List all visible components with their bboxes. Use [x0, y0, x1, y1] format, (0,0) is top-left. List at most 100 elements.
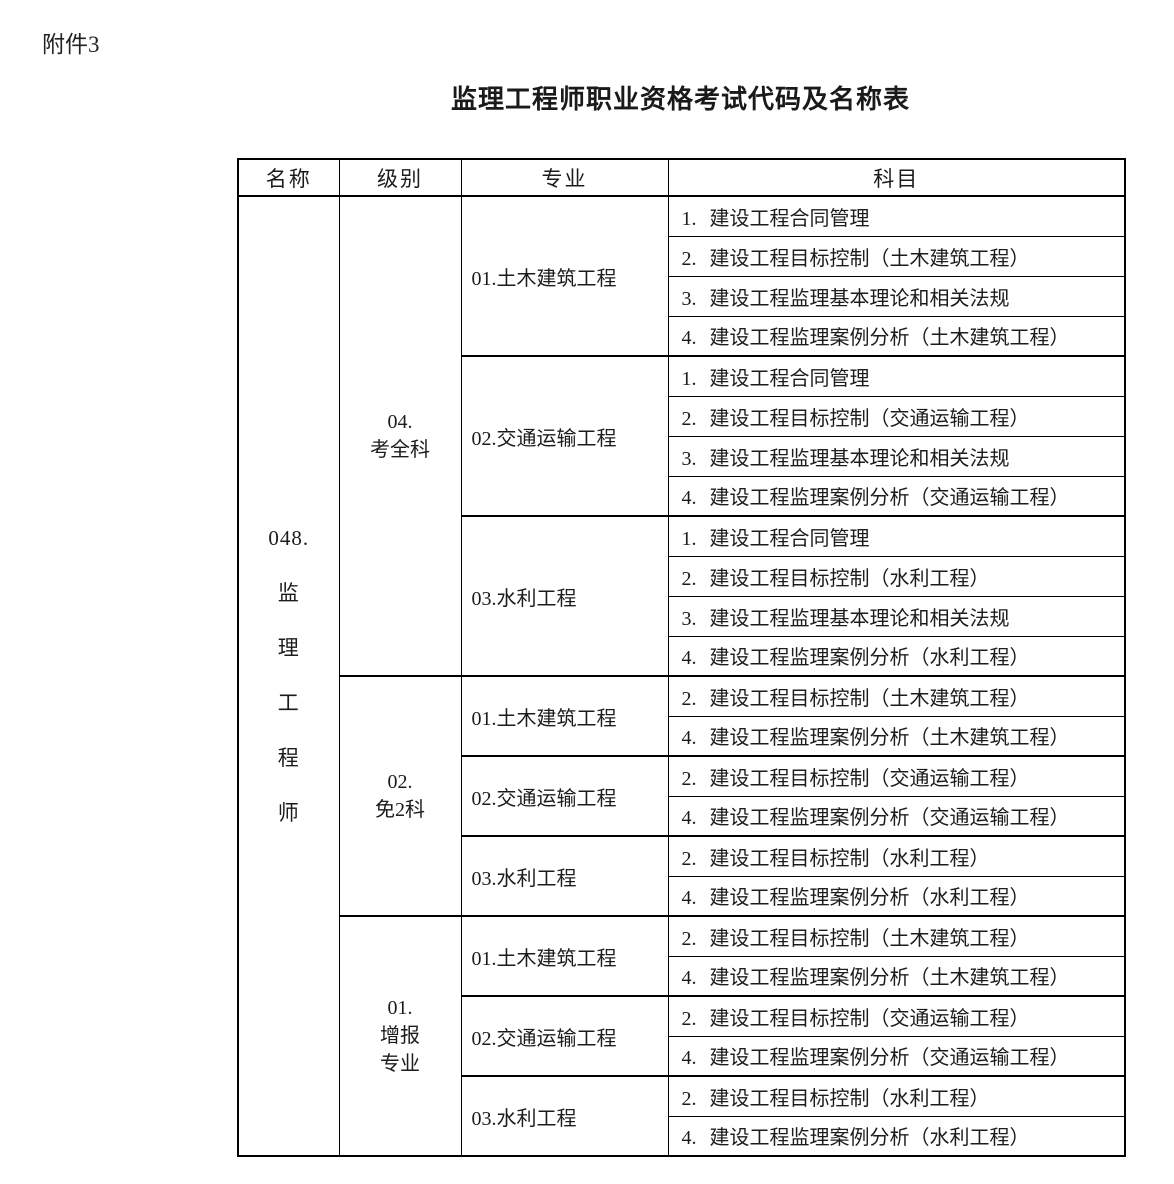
name-line: 监 — [277, 581, 300, 605]
major-label: 01.土木建筑工程 — [471, 947, 617, 970]
table-row: 4. 建设工程监理案例分析（土木建筑工程） — [238, 315, 1126, 357]
subject-title: 建设工程监理案例分析（交通运输工程） — [709, 487, 1070, 510]
level-line: 考全科 — [370, 439, 430, 461]
table-row: 03.水利工程 2. 建设工程目标控制（水利工程） — [238, 1075, 1126, 1157]
subject-cell: 2. 建设工程目标控制（水利工程） — [667, 1075, 1126, 1117]
table-row: 2. 建设工程目标控制（土木建筑工程） — [238, 235, 1126, 277]
name-line: 048. — [268, 526, 310, 550]
subject-cell: 4. 建设工程监理案例分析（水利工程） — [667, 875, 1126, 917]
table-row: 02. 免2科 01.土木建筑工程 2. 建设工程目标控制（土木建筑工程） — [238, 675, 1126, 917]
subject-cell: 2. 建设工程目标控制（交通运输工程） — [667, 995, 1126, 1037]
subject-number: 2. — [681, 767, 697, 790]
subject-cell: 4. 建设工程监理案例分析（交通运输工程） — [667, 795, 1126, 837]
major-cell: 01.土木建筑工程 — [460, 195, 669, 357]
table-row: 2. 建设工程目标控制（交通运输工程） — [238, 395, 1126, 437]
subject-number: 2. — [681, 927, 697, 950]
subject-number: 2. — [681, 687, 697, 710]
major-label: 03.水利工程 — [471, 1107, 577, 1130]
subject-number: 2. — [681, 407, 697, 430]
level-line: 02. — [387, 771, 413, 793]
subject-number: 3. — [681, 287, 697, 310]
table-header-row: 名称 级别 专业 科目 — [237, 158, 1126, 197]
subject-cell: 2. 建设工程目标控制（水利工程） — [667, 555, 1126, 597]
major-cell: 02.交通运输工程 — [460, 355, 669, 517]
subject-cell: 3. 建设工程监理基本理论和相关法规 — [667, 595, 1126, 637]
major-cell: 02.交通运输工程 — [460, 995, 669, 1077]
table-row: 02.交通运输工程 2. 建设工程目标控制（交通运输工程） — [238, 995, 1126, 1077]
subject-title: 建设工程目标控制（交通运输工程） — [709, 1007, 1030, 1030]
name-line: 工 — [277, 691, 300, 715]
major-label: 03.水利工程 — [471, 587, 577, 610]
subject-cell: 3. 建设工程监理基本理论和相关法规 — [667, 435, 1126, 477]
subject-title: 建设工程合同管理 — [709, 527, 870, 550]
table-row: 3. 建设工程监理基本理论和相关法规 — [238, 435, 1126, 477]
subject-title: 建设工程监理案例分析（土木建筑工程） — [709, 967, 1070, 990]
major-label: 03.水利工程 — [471, 867, 577, 890]
major-cell: 03.水利工程 — [460, 515, 669, 677]
table-row: 2. 建设工程目标控制（水利工程） — [238, 555, 1126, 597]
subject-cell: 2. 建设工程目标控制（土木建筑工程） — [667, 235, 1126, 277]
subject-number: 1. — [681, 367, 697, 390]
subject-title: 建设工程监理案例分析（交通运输工程） — [709, 807, 1070, 830]
subject-title: 建设工程合同管理 — [709, 367, 870, 390]
level-line: 04. — [387, 411, 413, 433]
subject-cell: 3. 建设工程监理基本理论和相关法规 — [667, 275, 1126, 317]
subject-cell: 2. 建设工程目标控制（水利工程） — [667, 835, 1126, 877]
subject-number: 4. — [681, 807, 697, 830]
level-cell-04: 04. 考全科 — [338, 195, 462, 677]
table-row: 048. 监 理 工 程 师 04. 考全科 01.土木建筑工程 1. 建设工程合… — [237, 195, 1126, 1157]
table-row: 4. 建设工程监理案例分析（土木建筑工程） — [238, 955, 1126, 997]
subject-number: 2. — [681, 1087, 697, 1110]
major-label: 02.交通运输工程 — [471, 427, 617, 450]
table-row: 4. 建设工程监理案例分析（交通运输工程） — [238, 475, 1126, 517]
header-cell-level: 级别 — [338, 158, 462, 197]
table-row: 02.交通运输工程 2. 建设工程目标控制（交通运输工程） — [238, 755, 1126, 837]
table-row: 02.交通运输工程 1. 建设工程合同管理 — [238, 355, 1126, 517]
header-cell-subject: 科目 — [667, 158, 1126, 197]
subject-number: 3. — [681, 447, 697, 470]
page-title: 监理工程师职业资格考试代码及名称表 — [450, 85, 910, 114]
major-cell: 03.水利工程 — [460, 1075, 669, 1157]
subject-title: 建设工程监理案例分析（水利工程） — [709, 887, 1030, 910]
subject-number: 4. — [681, 1127, 697, 1150]
level-cell-01: 01. 增报 专业 — [338, 915, 462, 1157]
table-row: 3. 建设工程监理基本理论和相关法规 — [238, 595, 1126, 637]
subject-cell: 2. 建设工程目标控制（交通运输工程） — [667, 755, 1126, 797]
subject-title: 建设工程目标控制（水利工程） — [709, 567, 990, 590]
subject-title: 建设工程监理基本理论和相关法规 — [709, 607, 1010, 630]
subject-title: 建设工程监理案例分析（土木建筑工程） — [709, 727, 1070, 750]
major-label: 01.土木建筑工程 — [471, 267, 617, 290]
name-line: 程 — [277, 746, 300, 770]
table-row: 03.水利工程 2. 建设工程目标控制（水利工程） — [238, 835, 1126, 917]
subject-number: 4. — [681, 327, 697, 350]
subject-number: 1. — [681, 207, 697, 230]
subject-number: 2. — [681, 247, 697, 270]
major-cell: 01.土木建筑工程 — [460, 675, 669, 757]
subject-number: 4. — [681, 1047, 697, 1070]
level-cell-02: 02. 免2科 — [338, 675, 462, 917]
subject-cell: 4. 建设工程监理案例分析（土木建筑工程） — [667, 955, 1126, 997]
table-row: 4. 建设工程监理案例分析（土木建筑工程） — [238, 715, 1126, 757]
subject-cell: 4. 建设工程监理案例分析（交通运输工程） — [667, 475, 1126, 517]
major-cell: 01.土木建筑工程 — [460, 915, 669, 997]
table-row: 4. 建设工程监理案例分析（水利工程） — [238, 1115, 1126, 1157]
subject-title: 建设工程监理案例分析（水利工程） — [709, 647, 1030, 670]
major-label: 02.交通运输工程 — [471, 787, 617, 810]
subject-title: 建设工程监理基本理论和相关法规 — [709, 447, 1010, 470]
subject-cell: 1. 建设工程合同管理 — [667, 355, 1126, 397]
major-label: 02.交通运输工程 — [471, 1027, 617, 1050]
subject-title: 建设工程目标控制（土木建筑工程） — [709, 247, 1030, 270]
header-cell-name: 名称 — [237, 158, 340, 197]
subject-title: 建设工程监理基本理论和相关法规 — [709, 287, 1010, 310]
subject-title: 建设工程目标控制（水利工程） — [709, 847, 990, 870]
level-line: 免2科 — [375, 799, 425, 821]
subject-title: 建设工程目标控制（土木建筑工程） — [709, 687, 1030, 710]
subject-number: 2. — [681, 567, 697, 590]
major-cell: 02.交通运输工程 — [460, 755, 669, 837]
subject-title: 建设工程监理案例分析（土木建筑工程） — [709, 327, 1070, 350]
subject-number: 3. — [681, 607, 697, 630]
table-row: 3. 建设工程监理基本理论和相关法规 — [238, 275, 1126, 317]
table-row: 01. 增报 专业 01.土木建筑工程 2. 建设工程目标控制（土木建筑工程） — [238, 915, 1126, 1157]
subject-cell: 2. 建设工程目标控制（土木建筑工程） — [667, 915, 1126, 957]
subject-cell: 4. 建设工程监理案例分析（交通运输工程） — [667, 1035, 1126, 1077]
